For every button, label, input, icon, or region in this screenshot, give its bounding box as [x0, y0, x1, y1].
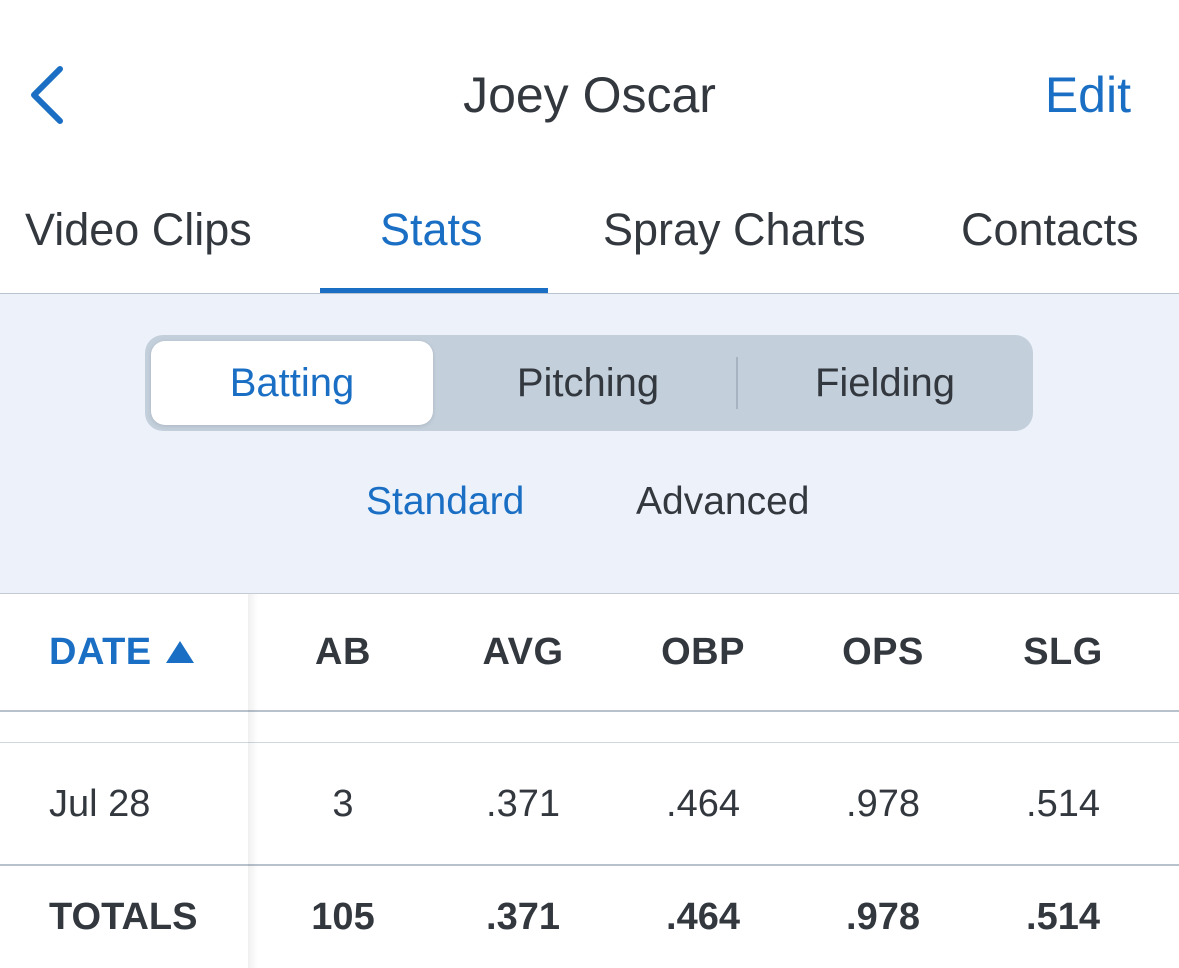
segment-divider — [736, 357, 738, 409]
active-tab-indicator — [320, 288, 548, 293]
column-header-ops[interactable]: OPS — [842, 630, 924, 673]
subtab-advanced[interactable]: Advanced — [636, 480, 810, 523]
row-ops: .978 — [846, 782, 920, 825]
row-ab: 3 — [332, 782, 354, 825]
tab-spray-charts[interactable]: Spray Charts — [603, 204, 866, 255]
table-divider — [0, 742, 1179, 743]
subtab-standard[interactable]: Standard — [366, 480, 525, 523]
row-slg: .514 — [1026, 782, 1100, 825]
chevron-left-icon — [31, 66, 63, 124]
totals-label: TOTALS — [49, 895, 198, 938]
totals-obp: .464 — [666, 895, 740, 938]
segment-pitching[interactable]: Pitching — [516, 360, 660, 405]
page-title: Joey Oscar — [463, 67, 716, 123]
totals-slg: .514 — [1026, 895, 1100, 938]
table-row[interactable]: Jul 28 3 .371 .464 .978 .514 — [0, 744, 1179, 866]
column-header-slg[interactable]: SLG — [1023, 630, 1103, 673]
totals-ab: 105 — [311, 895, 375, 938]
totals-row: TOTALS 105 .371 .464 .978 .514 — [0, 866, 1179, 968]
totals-avg: .371 — [486, 895, 560, 938]
tab-bar: Video Clips Stats Spray Charts Contacts — [0, 180, 1179, 294]
tab-stats[interactable]: Stats — [380, 204, 483, 255]
tab-video-clips[interactable]: Video Clips — [25, 204, 252, 255]
row-avg: .371 — [486, 782, 560, 825]
row-date[interactable]: Jul 28 — [49, 782, 151, 825]
column-header-obp[interactable]: OBP — [661, 630, 745, 673]
column-header-ab[interactable]: AB — [315, 630, 371, 673]
row-obp: .464 — [666, 782, 740, 825]
edit-button[interactable]: Edit — [1044, 67, 1131, 123]
back-button[interactable] — [22, 62, 72, 128]
stats-table: DATE AB AVG OBP OPS SLG Jul 28 3 .371 .4… — [0, 594, 1179, 968]
triangle-up-icon — [165, 641, 194, 663]
column-header-date[interactable]: DATE — [0, 594, 250, 710]
table-header-row: DATE AB AVG OBP OPS SLG — [0, 594, 1179, 712]
column-header-date-label: DATE — [49, 630, 152, 673]
stat-category-segmented-control: Batting Pitching Fielding — [145, 335, 1033, 431]
nav-bar: Joey Oscar Edit — [0, 0, 1179, 180]
column-header-avg[interactable]: AVG — [482, 630, 564, 673]
stats-filter-panel: Batting Pitching Fielding Standard Advan… — [0, 294, 1179, 594]
totals-ops: .978 — [846, 895, 920, 938]
segment-batting[interactable]: Batting — [151, 341, 433, 425]
tab-contacts[interactable]: Contacts — [961, 204, 1139, 255]
segment-fielding[interactable]: Fielding — [814, 360, 956, 405]
